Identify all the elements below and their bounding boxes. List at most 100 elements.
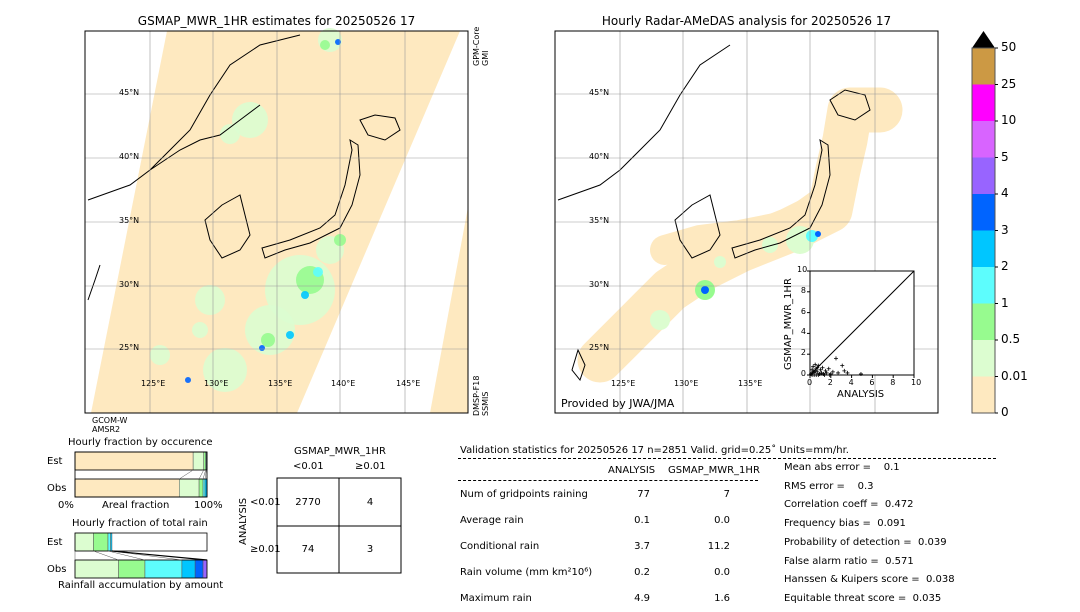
scatter-point [823, 368, 828, 373]
rain-area [185, 377, 191, 383]
scatter-point [816, 363, 821, 368]
rain-area [259, 345, 265, 351]
colorbar-segment [972, 303, 995, 340]
rain-est-label: Est [47, 537, 63, 548]
connector-line [179, 469, 194, 480]
rain-area [195, 285, 225, 315]
radar-coverage [650, 185, 840, 265]
y-tick-label: 8 [800, 285, 806, 295]
colorbar-label: 4 [1001, 186, 1009, 200]
colorbar-segment [972, 121, 995, 158]
stat-row-label: Maximum rain [460, 593, 532, 604]
scatter-point [813, 362, 818, 367]
divider [458, 458, 996, 459]
connector-line [107, 550, 146, 561]
rain-area [192, 322, 208, 338]
stat-analysis-value: 0.1 [634, 515, 650, 526]
colorbar-label: 2 [1001, 259, 1009, 273]
score-item: Mean abs error = 0.1 [784, 462, 900, 473]
rain-area [232, 102, 268, 138]
left-map-title: GSMAP_MWR_1HR estimates for 20250526 17 [137, 14, 416, 28]
occ-obs-label: Obs [47, 483, 67, 494]
score-item: RMS error = 0.3 [784, 480, 874, 492]
cell-hit: 3 [366, 544, 374, 555]
swath-ssmis [430, 207, 468, 413]
scatter-point [813, 368, 818, 373]
occ-x-100: 100% [194, 500, 223, 511]
lon-label: 130°E [674, 379, 699, 388]
scatter-point [820, 365, 825, 370]
scatter-xlabel: ANALYSIS [837, 389, 885, 400]
scatter-ylabel: GSMAP_MWR_1HR [783, 278, 794, 370]
lat-label: 30°N [589, 280, 610, 289]
contingency-row-axis: ANALYSIS [238, 497, 249, 545]
rain-area [762, 237, 778, 253]
connector-line [204, 469, 207, 480]
score-item: Probability of detection = 0.039 [784, 536, 947, 548]
occ-x-0: 0% [58, 500, 74, 511]
right-map-title: Hourly Radar-AMeDAS analysis for 2025052… [601, 14, 892, 28]
scatter-point [811, 364, 816, 369]
coastline [557, 44, 871, 382]
colorbar-label: 5 [1001, 149, 1009, 164]
connector-line [93, 550, 119, 561]
colorbar-segment [972, 340, 995, 377]
colorbar-label: 1 [1001, 295, 1009, 310]
stat-analysis-value: 77 [637, 489, 650, 500]
occ-est-label: Est [47, 456, 63, 467]
scatter-point [810, 367, 815, 372]
rain-xlabel: Rainfall accumulation by amount [58, 580, 224, 591]
stat-row-label: Average rain [460, 515, 524, 526]
x-tick-label: 0 [807, 378, 813, 387]
rainfrac-est-segment [107, 532, 111, 552]
rainfrac-obs-segment [144, 559, 183, 579]
stat-gsmap-value: 11.2 [707, 541, 730, 552]
rain-fraction-title: Hourly fraction of total rain [72, 518, 208, 529]
contingency-row-1: ≥0.01 [250, 544, 281, 555]
sensor-instrument: GMI [481, 50, 490, 66]
x-tick-label: 6 [869, 378, 875, 387]
scatter-point [811, 369, 816, 374]
lat-label: 45°N [119, 88, 140, 97]
lat-label: 25°N [589, 343, 610, 352]
scatter-point [834, 356, 838, 361]
rainfrac-obs-segment [181, 559, 196, 579]
rain-area [301, 291, 309, 299]
sensor-instrument: AMSR2 [92, 425, 121, 434]
lon-label: 135°E [738, 379, 763, 388]
connector-line [198, 469, 204, 480]
occurrence-frame [74, 451, 208, 498]
lat-label: 35°N [119, 216, 140, 225]
sensor-label-gcom: GCOM-W AMSR2 [92, 416, 127, 434]
score-item: Frequency bias = 0.091 [784, 518, 906, 530]
y-tick-label: 0 [800, 369, 806, 378]
rainfrac-obs-segment [202, 559, 208, 579]
contingency-title: GSMAP_MWR_1HR [294, 446, 386, 457]
colorbar-segment [972, 376, 995, 413]
lon-label: 125°E [141, 379, 166, 388]
colorbar-segment [972, 48, 995, 85]
lat-label: 30°N [119, 280, 140, 289]
y-tick-label: 2 [800, 348, 806, 358]
rainfrac-est-segment [93, 532, 109, 552]
occurrence-est-segment [74, 451, 194, 471]
scatter-point [836, 370, 841, 375]
scatter-point [840, 363, 845, 368]
rainfrac-est-segment-frame [74, 532, 208, 552]
rainfrac-obs-segment [74, 559, 119, 579]
score-item: Correlation coeff = 0.472 [784, 499, 914, 511]
score-item: Equitable threat score = 0.035 [784, 592, 942, 604]
stat-gsmap-value: 1.6 [714, 593, 730, 604]
left-map-frame [84, 30, 469, 414]
scatter-point [826, 366, 831, 371]
colorbar-segment [972, 230, 995, 267]
rain-area [286, 331, 294, 339]
coastline [87, 34, 401, 301]
colorbar-label: 50 [1001, 40, 1017, 54]
y-tick-label: 4 [800, 327, 806, 337]
stat-row-label: Rain volume (mm km²10⁶) [460, 567, 593, 578]
lat-label: 40°N [119, 152, 140, 161]
scatter-point [845, 370, 850, 375]
